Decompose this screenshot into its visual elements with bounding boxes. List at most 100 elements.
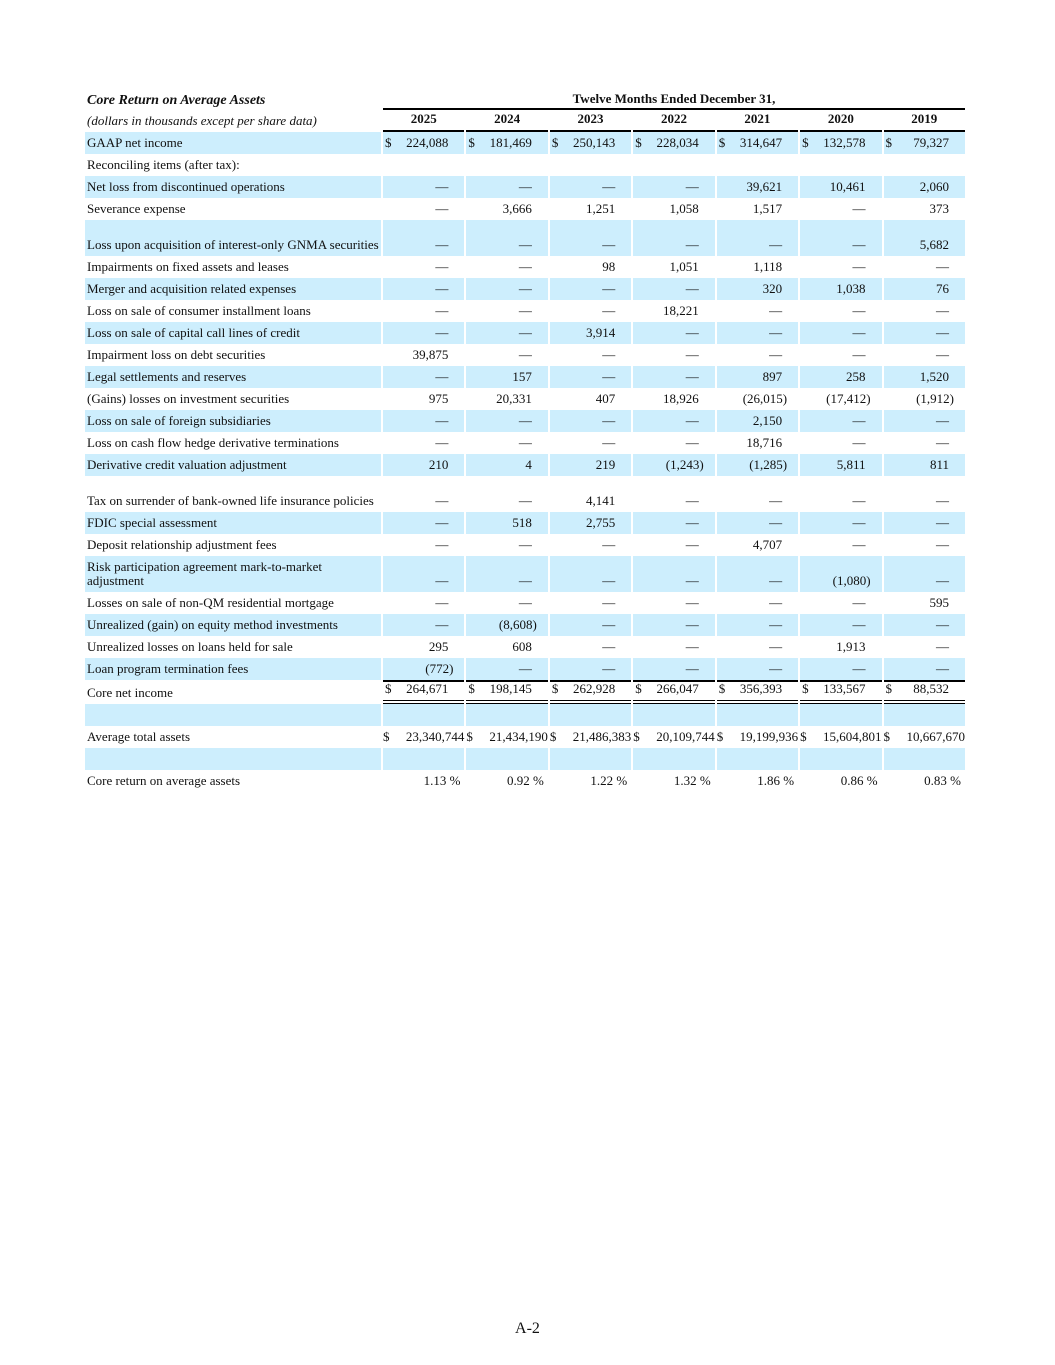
value-cell (549, 748, 632, 770)
value-cell: 0.86 % (840, 773, 878, 788)
year-header: 2024 (466, 110, 548, 132)
value-cell: 608 (512, 639, 532, 654)
value-cell: $15,604,801 (800, 726, 881, 748)
value-cell: — (936, 639, 949, 654)
value-cell: — (518, 303, 532, 318)
page-number: A-2 (515, 1320, 540, 1337)
value: 79,327 (913, 135, 949, 150)
value-cell: — (549, 410, 632, 432)
value: 264,671 (406, 681, 449, 696)
value-cell (633, 154, 714, 176)
table-row: Loss on sale of consumer installment loa… (85, 300, 965, 322)
value-cell: 157 (466, 366, 548, 388)
value-cell: — (602, 595, 616, 610)
value-cell: $19,199,936 (717, 726, 798, 748)
row-label (85, 704, 381, 726)
value-cell: — (466, 176, 548, 198)
year-header: 2023 (549, 110, 632, 132)
value-cell: $181,469 (466, 132, 548, 154)
value-cell: (17,412) (826, 391, 871, 406)
value-cell: — (883, 614, 965, 636)
value-cell: — (685, 595, 699, 610)
value-cell: — (852, 595, 866, 610)
value-cell: — (435, 537, 449, 552)
value-cell: 5,682 (883, 220, 965, 256)
table-row: GAAP net income $224,088 $181,469 $250,143 $… (85, 132, 965, 154)
value-cell: — (549, 176, 632, 198)
value-cell: — (602, 435, 616, 450)
year-header: 2021 (716, 110, 799, 132)
table-row: Deposit relationship adjustment fees — — — —… (85, 534, 965, 556)
table-row (85, 704, 965, 726)
dollar-sign: $ (883, 729, 891, 744)
row-label: Loss on sale of capital call lines of cr… (85, 322, 381, 344)
value-cell: — (518, 537, 532, 552)
dollar-sign: $ (885, 135, 893, 150)
value-cell: — (936, 303, 949, 318)
table-row: Unrealized (gain) on equity method inves… (85, 614, 965, 636)
value-cell: 18,221 (662, 303, 699, 318)
value-cell (466, 154, 547, 176)
value-cell: — (383, 278, 465, 300)
value-cell: — (716, 220, 799, 256)
value-cell (800, 748, 882, 770)
dollar-sign: $ (383, 729, 390, 744)
value: 228,034 (656, 135, 699, 150)
value-cell: — (633, 658, 715, 680)
dollar-sign: $ (466, 729, 473, 744)
row-label: Impairment loss on debt securities (87, 347, 266, 362)
row-label: Loss on sale of consumer installment loa… (87, 303, 311, 318)
dollar-sign: $ (468, 681, 475, 696)
value-cell: — (383, 410, 465, 432)
value-cell: — (633, 322, 715, 344)
value-cell: — (518, 259, 532, 274)
value-cell: — (769, 493, 783, 508)
table-row: Reconciling items (after tax): (85, 154, 965, 176)
value-cell: 39,875 (412, 347, 449, 362)
dollar-sign: $ (718, 681, 726, 696)
value-cell: — (685, 537, 699, 552)
dollar-sign: $ (635, 681, 642, 696)
value-cell: 897 (716, 366, 799, 388)
value-cell: — (685, 435, 699, 450)
value-cell: — (383, 322, 465, 344)
value-cell: — (852, 493, 866, 508)
value-cell: 4,707 (752, 537, 783, 552)
value-cell: — (435, 303, 449, 318)
value-cell: 4 (466, 454, 548, 476)
dollar-sign: $ (385, 681, 392, 696)
dollar-sign: $ (551, 135, 559, 150)
value-cell: — (633, 278, 715, 300)
value-cell: 1,913 (836, 639, 866, 654)
value-cell: — (852, 537, 866, 552)
dollar-sign: $ (802, 681, 809, 696)
value-cell: — (769, 595, 783, 610)
value-cell: — (435, 493, 449, 508)
table-row: Severance expense — 3,666 1,251 1,058 1,517 — 3… (85, 198, 965, 220)
value-cell: — (518, 347, 532, 362)
core-roaa-table: Core Return on Average Assets Twelve Mon… (83, 88, 967, 792)
value-cell: — (633, 366, 715, 388)
value: 198,145 (489, 681, 532, 696)
row-label: Impairments on fixed assets and leases (87, 259, 289, 274)
value-cell: $356,393 (716, 680, 799, 704)
value-cell: 5,811 (800, 454, 882, 476)
value-cell: 407 (595, 391, 616, 406)
value-cell: — (883, 322, 965, 344)
value-cell: — (716, 614, 799, 636)
value-cell: — (716, 658, 799, 680)
value-cell (884, 154, 965, 176)
table-row: Average total assets $23,340,744 $21,434,1… (85, 726, 965, 748)
value-cell: — (602, 347, 616, 362)
value-cell: — (852, 435, 866, 450)
dollar-sign: $ (635, 135, 642, 150)
value-cell: 98 (602, 259, 616, 274)
value-cell: 3,666 (502, 201, 532, 216)
value-cell: — (602, 537, 616, 552)
value-cell: — (936, 493, 949, 508)
value-cell: 320 (716, 278, 799, 300)
value-cell: 18,926 (662, 391, 699, 406)
value-cell (883, 704, 965, 726)
value: 19,199,936 (739, 729, 799, 744)
row-label: Merger and acquisition related expenses (85, 278, 381, 300)
